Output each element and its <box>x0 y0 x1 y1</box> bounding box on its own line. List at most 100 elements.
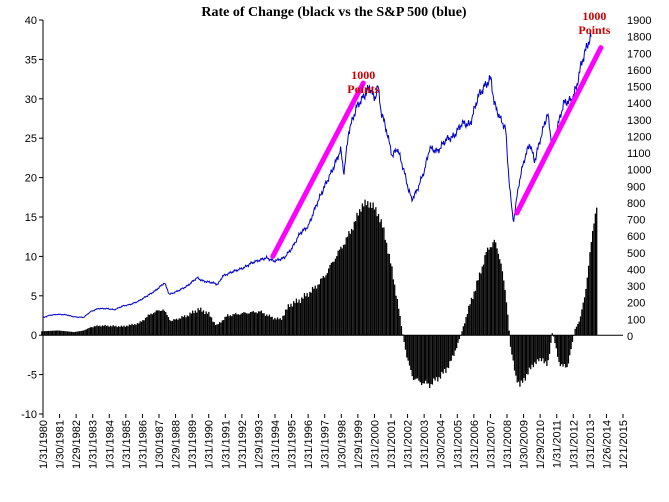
roc-bar <box>558 335 560 362</box>
x-tick-label: 1/31/1997 <box>320 420 332 469</box>
roc-bar <box>295 298 298 336</box>
roc-bar <box>155 310 157 336</box>
axes <box>42 20 623 414</box>
roc-bar <box>167 317 170 336</box>
roc-bar <box>81 330 83 336</box>
roc-bar <box>395 295 397 336</box>
roc-bar <box>507 314 509 336</box>
roc-bar <box>41 331 43 336</box>
roc-bar <box>511 335 513 355</box>
roc-bar <box>330 262 333 336</box>
roc-bar <box>278 319 280 336</box>
roc-bar <box>562 335 564 367</box>
roc-bar <box>538 335 540 362</box>
roc-bar <box>346 236 349 336</box>
roc-bar <box>173 319 175 336</box>
roc-bar <box>548 335 551 354</box>
roc-bar <box>509 335 512 347</box>
roc-bar <box>264 315 267 336</box>
roc-bar <box>243 312 245 336</box>
roc-bar <box>252 311 254 336</box>
roc-bar <box>86 328 89 336</box>
roc-bar <box>89 327 91 336</box>
roc-bar <box>332 261 334 336</box>
roc-bar <box>258 311 260 336</box>
roc-bar <box>582 302 584 336</box>
right-tick-label: 300 <box>627 281 645 293</box>
roc-bar <box>85 329 87 336</box>
roc-bar <box>162 309 164 336</box>
roc-bar <box>578 321 580 336</box>
roc-bar <box>478 272 481 336</box>
left-tick-label: 40 <box>25 15 37 27</box>
roc-bar <box>253 312 256 336</box>
x-tick-label: 1/30/2009 <box>519 420 531 469</box>
roc-bar <box>205 311 207 336</box>
roc-bar <box>228 316 230 336</box>
roc-bar <box>594 213 597 336</box>
roc-bar <box>108 326 110 336</box>
roc-bar <box>379 222 381 336</box>
roc-bar <box>189 312 191 336</box>
roc-bar <box>563 335 566 364</box>
roc-bar <box>426 335 428 384</box>
roc-bar <box>270 317 272 336</box>
roc-bar <box>350 228 353 336</box>
roc-bar <box>190 313 192 336</box>
roc-bar <box>241 312 244 336</box>
roc-bar <box>559 335 561 367</box>
roc-bar <box>480 273 482 336</box>
roc-bar <box>127 326 129 336</box>
roc-bar <box>249 312 252 336</box>
roc-bar <box>539 335 541 359</box>
roc-bar <box>561 335 563 365</box>
roc-bar <box>217 324 219 336</box>
roc-bar <box>146 317 148 336</box>
roc-bar <box>575 326 578 336</box>
roc-bar <box>185 317 187 336</box>
roc-bar <box>493 239 496 336</box>
roc-bar <box>96 325 98 336</box>
roc-bar <box>50 330 52 336</box>
roc-bar <box>356 212 358 336</box>
roc-bar <box>587 265 590 336</box>
roc-bar <box>62 330 65 336</box>
roc-bar <box>388 253 390 336</box>
roc-bar <box>544 335 547 362</box>
roc-bar <box>154 312 156 336</box>
roc-bar <box>124 326 127 336</box>
roc-bar <box>433 335 435 379</box>
roc-bar <box>58 330 61 336</box>
roc-bar <box>367 201 369 336</box>
roc-bar <box>47 330 50 336</box>
roc-bar <box>411 335 413 377</box>
x-tick-label: 1/21/2015 <box>618 420 630 469</box>
roc-bar <box>244 312 246 336</box>
roc-bar <box>130 325 132 336</box>
roc-bar <box>105 326 108 336</box>
roc-bar <box>383 227 385 336</box>
x-tick-label: 1/31/1994 <box>270 420 282 469</box>
roc-bar <box>394 284 396 336</box>
roc-bar <box>324 277 326 336</box>
roc-bar <box>194 310 197 336</box>
roc-bar <box>391 266 393 336</box>
right-tick-label: 1200 <box>627 131 651 143</box>
right-tick-label: 1000 <box>627 165 651 177</box>
roc-bar <box>237 314 240 336</box>
roc-bar <box>289 307 291 336</box>
roc-bar <box>416 335 419 379</box>
roc-bar <box>481 266 483 336</box>
roc-bar <box>567 335 570 364</box>
roc-bar <box>325 275 327 336</box>
roc-bar <box>446 335 448 368</box>
roc-bar <box>485 251 487 336</box>
roc-bar <box>429 335 431 388</box>
x-tick-label: 1/31/1986 <box>137 420 149 469</box>
roc-bar <box>157 310 159 336</box>
roc-bar <box>122 326 124 336</box>
roc-bar <box>414 335 416 380</box>
roc-bar <box>450 335 452 361</box>
roc-bar <box>302 298 304 336</box>
roc-bar <box>314 285 316 336</box>
